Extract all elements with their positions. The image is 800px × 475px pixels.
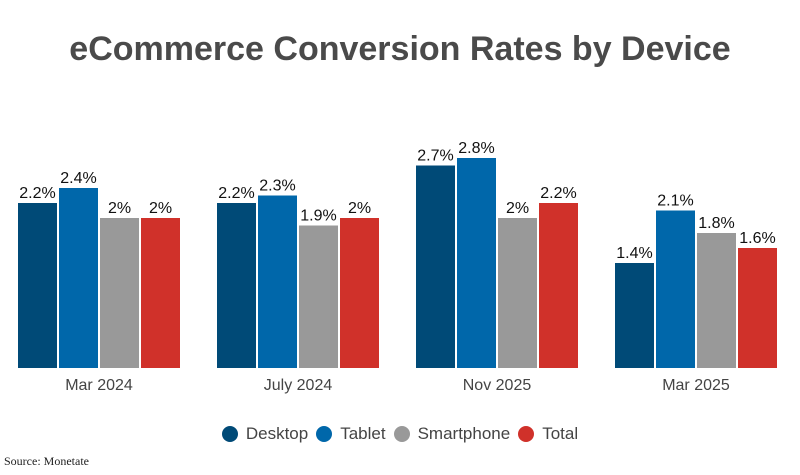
- legend-item-desktop[interactable]: Desktop: [221, 424, 309, 444]
- legend-item-smartphone[interactable]: Smartphone: [393, 424, 511, 444]
- bar-smartphone-mar-2025: [697, 233, 736, 368]
- legend-label-tablet: Tablet: [340, 424, 386, 443]
- legend-marker-tablet: [316, 426, 333, 442]
- bar-tablet-mar-2025: [656, 210, 695, 368]
- data-label-total-mar-2024: 2%: [149, 200, 172, 217]
- data-label-desktop-mar-2025: 1.4%: [616, 245, 652, 262]
- bar-desktop-mar-2024: [18, 203, 57, 368]
- data-label-total-nov-2025: 2.2%: [540, 185, 576, 202]
- bar-smartphone-mar-2024: [100, 218, 139, 368]
- data-label-desktop-nov-2025: 2.7%: [417, 148, 453, 165]
- legend-item-total[interactable]: Total: [518, 424, 578, 444]
- legend-label-desktop: Desktop: [245, 424, 309, 443]
- data-label-tablet-july-2024: 2.3%: [259, 178, 295, 195]
- data-label-total-mar-2025: 1.6%: [739, 230, 775, 247]
- data-label-smartphone-july-2024: 1.9%: [300, 208, 336, 225]
- source-note: Source: Monetate: [4, 454, 89, 468]
- bar-total-nov-2025: [539, 203, 578, 368]
- bar-total-mar-2025: [738, 248, 777, 368]
- bar-desktop-nov-2025: [416, 165, 455, 368]
- legend-label-total: Total: [542, 424, 579, 443]
- data-label-tablet-nov-2025: 2.8%: [458, 140, 494, 157]
- category-label-mar-2024: Mar 2024: [65, 377, 133, 394]
- bars-layer: [18, 158, 777, 368]
- legend-marker-desktop: [221, 426, 238, 442]
- bar-tablet-july-2024: [258, 195, 297, 368]
- data-label-smartphone-mar-2025: 1.8%: [698, 215, 734, 232]
- bar-desktop-mar-2025: [615, 263, 654, 368]
- bar-tablet-nov-2025: [457, 158, 496, 368]
- data-labels-layer: 2.2% 2.4% 2% 2% 2.2% 2.3% 1.9% 2% 2.7% 2.8% 2% 2.2%…: [19, 140, 775, 262]
- legend-marker-total: [518, 426, 535, 442]
- category-label-nov-2025: Nov 2025: [463, 377, 532, 394]
- category-label-july-2024: July 2024: [264, 377, 333, 394]
- bar-smartphone-july-2024: [299, 225, 338, 368]
- bar-chart: 2.2% 2.4% 2% 2% 2.2% 2.3% 1.9% 2% 2.7% 2.8% 2% 2.2%…: [18, 140, 777, 394]
- data-label-desktop-july-2024: 2.2%: [218, 185, 254, 202]
- legend-marker-smartphone: [393, 426, 410, 442]
- category-label-mar-2025: Mar 2025: [662, 377, 730, 394]
- bar-total-july-2024: [340, 218, 379, 368]
- bar-smartphone-nov-2025: [498, 218, 537, 368]
- legend-item-tablet[interactable]: Tablet: [316, 424, 386, 444]
- bar-total-mar-2024: [141, 218, 180, 368]
- bar-tablet-mar-2024: [59, 188, 98, 368]
- data-label-tablet-mar-2025: 2.1%: [657, 193, 693, 210]
- bar-desktop-july-2024: [217, 203, 256, 368]
- data-label-total-july-2024: 2%: [348, 200, 371, 217]
- legend-label-smartphone: Smartphone: [417, 424, 511, 443]
- data-label-smartphone-nov-2025: 2%: [506, 200, 529, 217]
- chart-title: eCommerce Conversion Rates by Device: [69, 30, 731, 68]
- category-labels-layer: Mar 2024 July 2024 Nov 2025 Mar 2025: [65, 377, 730, 394]
- data-label-desktop-mar-2024: 2.2%: [19, 185, 55, 202]
- legend: Desktop Tablet Smartphone Total: [0, 424, 800, 444]
- data-label-tablet-mar-2024: 2.4%: [60, 170, 96, 187]
- data-label-smartphone-mar-2024: 2%: [108, 200, 131, 217]
